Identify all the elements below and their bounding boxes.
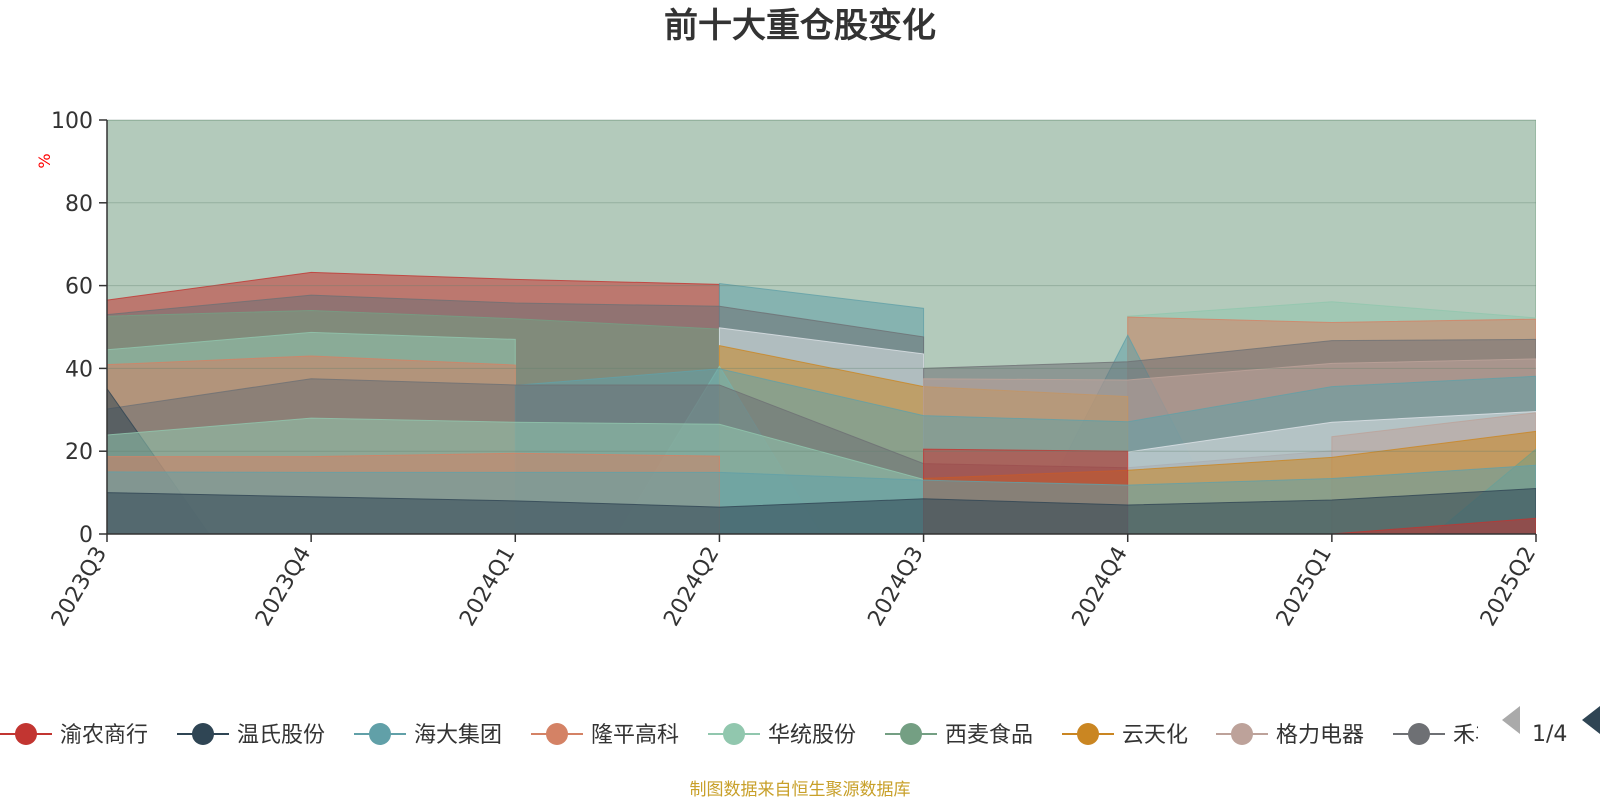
legend-marker-icon	[192, 723, 214, 745]
series-area-1	[107, 487, 1536, 534]
legend-marker-icon	[369, 723, 391, 745]
x-tick-label: 2024Q3	[863, 543, 928, 631]
legend-marker-icon	[1408, 723, 1430, 745]
y-tick-label: 60	[65, 275, 93, 300]
legend-page-indicator: 1/4	[1532, 722, 1567, 747]
legend-item[interactable]: 渝农商行	[0, 723, 148, 748]
legend-marker-icon	[900, 723, 922, 745]
y-tick-label: 20	[65, 440, 93, 465]
legend: 渝农商行 温氏股份 海大集团 隆平高科 华统股份 西麦食品 云天化 格力电器 禾丰股份	[0, 723, 1541, 748]
legend-marker-icon	[546, 723, 568, 745]
legend-marker-icon	[15, 723, 37, 745]
legend-item[interactable]: 温氏股份	[177, 723, 325, 748]
legend-item[interactable]: 格力电器	[1216, 723, 1364, 748]
data-source-note: 制图数据来自恒生聚源数据库	[690, 780, 911, 800]
y-tick-label: 80	[65, 192, 93, 217]
legend-prev-page-icon[interactable]	[1502, 706, 1520, 734]
y-axis-unit: %	[35, 153, 54, 168]
legend-item[interactable]: 禾丰股份	[1393, 723, 1541, 748]
legend-label: 渝农商行	[60, 723, 148, 748]
legend-label: 西麦食品	[945, 723, 1033, 748]
x-tick-label: 2024Q4	[1068, 543, 1133, 631]
series-area-0	[1331, 517, 1536, 534]
x-tick-label: 2023Q3	[47, 543, 112, 631]
legend-label: 隆平高科	[591, 723, 679, 748]
legend-next-page-icon[interactable]	[1582, 706, 1600, 734]
x-tick-label: 2024Q1	[455, 543, 520, 631]
y-tick-label: 0	[79, 523, 93, 548]
legend-item[interactable]: 华统股份	[708, 723, 856, 748]
legend-item[interactable]: 西麦食品	[885, 723, 1033, 748]
chart-title: 前十大重仓股变化	[664, 6, 936, 46]
y-tick-label: 100	[51, 109, 93, 134]
legend-label: 云天化	[1122, 723, 1188, 748]
legend-label: 格力电器	[1276, 723, 1364, 748]
legend-label: 温氏股份	[237, 723, 325, 748]
legend-marker-icon	[1077, 723, 1099, 745]
legend-item[interactable]: 云天化	[1062, 723, 1188, 748]
x-tick-label: 2023Q4	[251, 543, 316, 631]
x-tick-label: 2025Q1	[1272, 543, 1337, 631]
x-tick-label: 2025Q2	[1476, 543, 1541, 631]
legend-item[interactable]: 隆平高科	[531, 723, 679, 748]
x-tick-label: 2024Q2	[659, 543, 724, 631]
legend-pager: 1/4	[1502, 706, 1600, 747]
legend-label: 禾丰股份	[1453, 723, 1541, 748]
legend-label: 华统股份	[768, 723, 856, 748]
y-tick-label: 40	[65, 357, 93, 382]
legend-item[interactable]: 海大集团	[354, 723, 502, 748]
plot-area	[107, 120, 1536, 534]
legend-label: 海大集团	[414, 723, 502, 748]
legend-marker-icon	[1231, 723, 1253, 745]
legend-marker-icon	[723, 723, 745, 745]
